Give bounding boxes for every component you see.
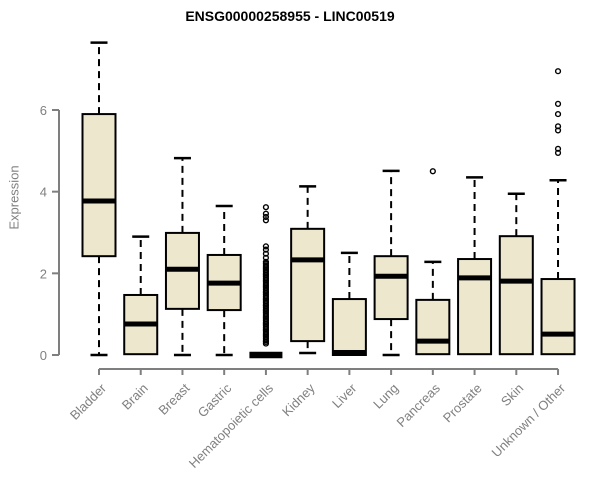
y-tick-label: 6 <box>40 103 47 118</box>
x-tick-label: Pancreas <box>394 380 444 430</box>
iqr-box <box>290 227 326 343</box>
outlier-point <box>262 204 270 211</box>
box-pancreas <box>415 168 451 356</box>
iqr-box <box>415 298 451 356</box>
x-tick-label: Gastric <box>195 380 235 420</box>
iqr-box <box>498 235 534 356</box>
outlier-point <box>262 243 270 250</box>
outlier-point <box>554 145 562 152</box>
box-lung <box>373 169 409 357</box>
y-tick-label: 2 <box>40 266 47 281</box>
y-axis-title: Expression <box>6 165 22 230</box>
outlier-point <box>554 110 562 118</box>
x-tick-label: Breast <box>155 380 192 417</box>
box-breast <box>164 156 200 357</box>
box-brain <box>123 235 159 356</box>
iqr-box <box>540 278 576 356</box>
iqr-box <box>373 255 409 321</box>
outlier-point <box>262 210 270 217</box>
outlier-point <box>554 68 562 75</box>
box-kidney <box>290 185 326 355</box>
box-gastric <box>206 204 242 357</box>
x-tick-label: Liver <box>329 380 360 411</box>
box-bladder <box>81 41 117 357</box>
outlier-point <box>554 127 562 134</box>
outlier-point <box>262 246 270 253</box>
outlier-point <box>554 100 562 107</box>
chart-title: ENSG00000258955 - LINC00519 <box>185 8 395 24</box>
outlier-point <box>554 123 562 130</box>
outlier-point <box>262 258 270 266</box>
y-tick-label: 4 <box>40 185 47 200</box>
iqr-box <box>457 258 493 356</box>
box-prostate <box>457 176 493 356</box>
x-tick-label: Brain <box>119 381 151 413</box>
x-tick-label: Prostate <box>440 381 485 426</box>
outlier-point <box>262 213 270 221</box>
outlier-point <box>262 217 270 224</box>
iqr-box <box>81 113 117 258</box>
outlier-point <box>554 149 562 156</box>
x-tick-label: Skin <box>498 381 526 409</box>
x-tick-label: Kidney <box>279 380 318 419</box>
outlier-point <box>262 254 270 261</box>
box-skin <box>498 192 534 356</box>
y-axis: 0 2 4 6 <box>40 103 60 363</box>
box-hematopoietic-cells <box>249 204 283 359</box>
x-tick-label: Unknown / Other <box>489 380 569 460</box>
box-unknown-other <box>540 68 576 356</box>
box-liver <box>331 251 367 356</box>
iqr-box <box>331 298 367 356</box>
outlier-point <box>262 250 270 257</box>
x-tick-label: Lung <box>370 381 401 412</box>
y-tick-label: 0 <box>40 348 47 363</box>
x-tick-label: Bladder <box>67 380 110 423</box>
outlier-point <box>429 168 436 175</box>
